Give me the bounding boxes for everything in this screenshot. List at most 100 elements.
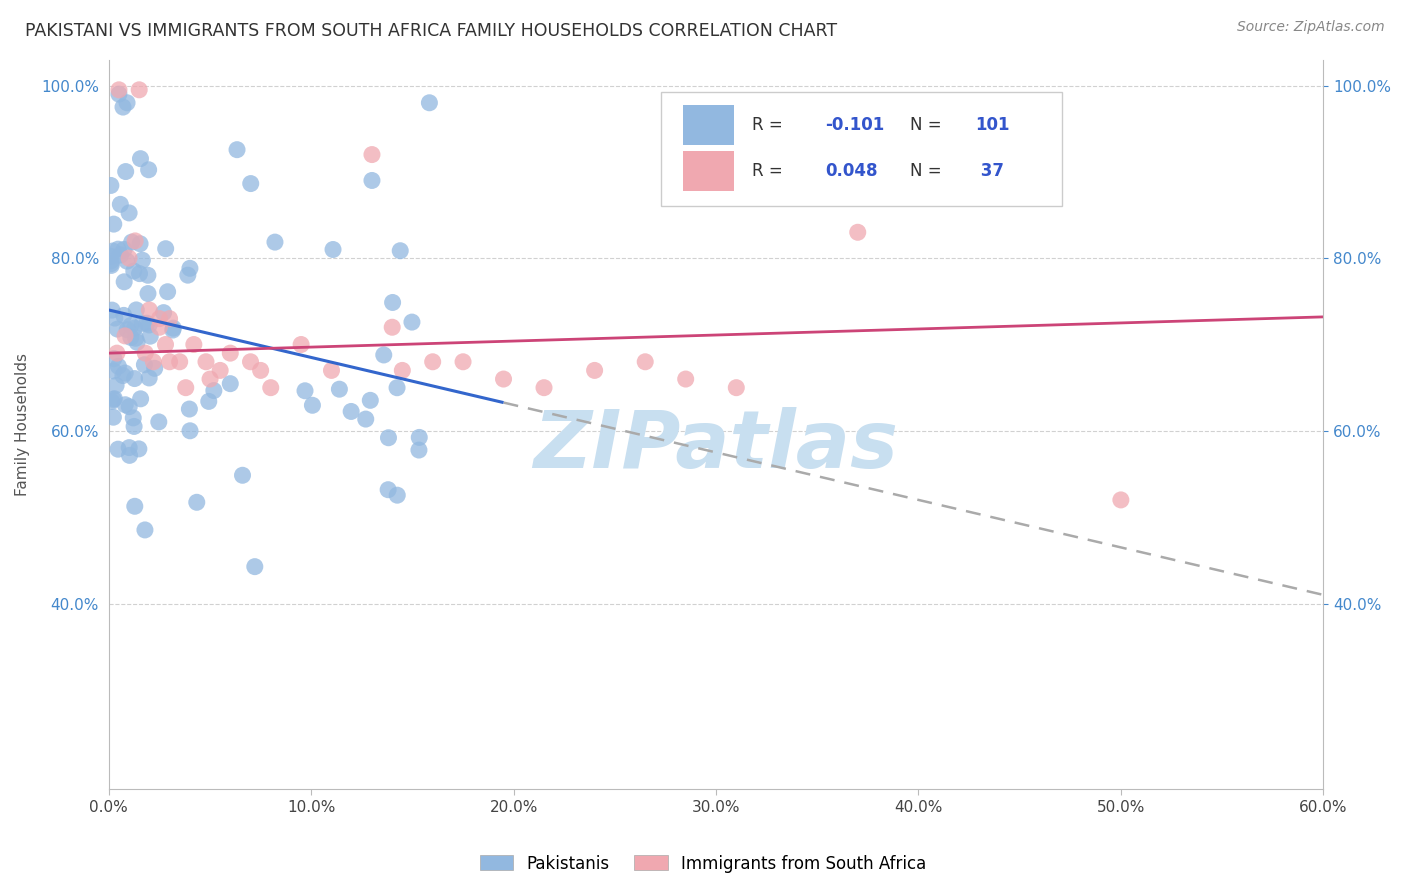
Point [340, 404, 363, 418]
Point [294, 384, 316, 398]
Point [186, 495, 208, 509]
Point [322, 243, 344, 257]
Point [100, 178, 122, 193]
Point [124, 500, 146, 514]
Point [155, 242, 177, 256]
Point [103, 351, 125, 366]
Point [373, 348, 395, 362]
Point [121, 235, 143, 249]
Point [135, 316, 157, 330]
Point [239, 177, 262, 191]
Point [148, 320, 170, 334]
Point [120, 330, 142, 344]
Point [198, 372, 221, 386]
Point [128, 442, 150, 456]
Point [136, 268, 159, 283]
Point [124, 371, 146, 385]
Point [107, 442, 129, 457]
Point [103, 217, 125, 231]
Point [139, 329, 162, 343]
Point [114, 329, 136, 343]
Point [226, 143, 249, 157]
Point [107, 359, 129, 374]
Text: R =: R = [752, 116, 789, 135]
Point [377, 483, 399, 497]
Point [124, 234, 146, 248]
Point [143, 361, 166, 376]
Text: 0.048: 0.048 [825, 162, 877, 180]
Point [120, 318, 142, 333]
Text: N =: N = [910, 116, 948, 135]
Point [103, 392, 125, 407]
Point [321, 363, 343, 377]
Point [118, 206, 141, 220]
Point [177, 268, 200, 282]
Point [408, 443, 430, 458]
Point [129, 392, 152, 406]
Point [179, 261, 201, 276]
Point [129, 236, 152, 251]
Point [359, 393, 381, 408]
Point [202, 384, 225, 398]
Text: -0.101: -0.101 [825, 116, 884, 135]
Point [112, 275, 135, 289]
Point [264, 235, 287, 249]
Point [231, 468, 253, 483]
Point [124, 321, 146, 335]
Point [127, 335, 149, 350]
Point [110, 248, 132, 262]
Point [100, 394, 122, 409]
Point [249, 363, 271, 377]
Point [209, 363, 232, 377]
Point [148, 415, 170, 429]
Point [361, 173, 384, 187]
Point [134, 346, 156, 360]
Bar [683, 105, 734, 145]
Point [533, 381, 555, 395]
Text: N =: N = [910, 162, 948, 180]
Point [377, 431, 399, 445]
Point [725, 381, 748, 395]
Point [129, 152, 152, 166]
Point [100, 257, 122, 271]
Point [100, 254, 122, 268]
Point [152, 305, 174, 319]
Point [179, 402, 201, 417]
Text: R =: R = [752, 162, 789, 180]
Point [128, 267, 150, 281]
FancyBboxPatch shape [661, 93, 1062, 205]
Point [138, 371, 160, 385]
Point [354, 412, 377, 426]
Point [122, 264, 145, 278]
Point [846, 225, 869, 239]
Point [131, 317, 153, 331]
Point [108, 83, 131, 97]
Point [219, 376, 242, 391]
Point [389, 244, 412, 258]
Point [290, 337, 312, 351]
Point [118, 251, 141, 265]
Point [128, 83, 150, 97]
Point [111, 100, 134, 114]
Point [114, 398, 136, 412]
Point [138, 318, 160, 332]
Point [155, 337, 177, 351]
Text: ZIPatlas: ZIPatlas [533, 408, 898, 485]
Point [118, 441, 141, 455]
Point [156, 285, 179, 299]
Point [117, 323, 139, 337]
Point [115, 95, 138, 110]
Point [115, 254, 138, 268]
Point [301, 398, 323, 412]
Point [451, 355, 474, 369]
Point [118, 400, 141, 414]
Point [179, 424, 201, 438]
Point [260, 381, 283, 395]
Point [162, 321, 184, 335]
Point [162, 323, 184, 337]
Point [1109, 492, 1132, 507]
Point [111, 368, 134, 383]
Point [387, 488, 409, 502]
Point [422, 355, 444, 369]
Point [103, 392, 125, 406]
